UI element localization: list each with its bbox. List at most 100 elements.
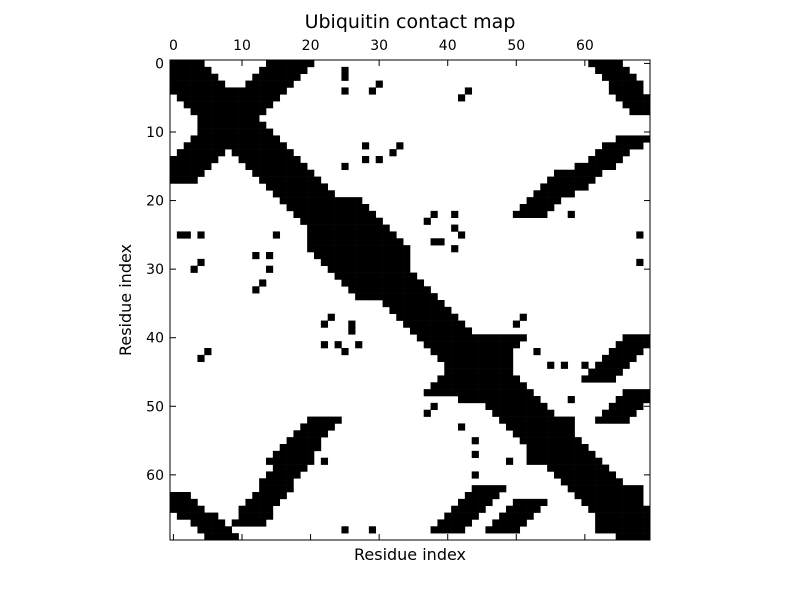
contact-cell: [286, 204, 294, 212]
contact-cell: [245, 512, 253, 520]
contact-cell: [368, 217, 377, 225]
contact-cell: [526, 437, 534, 445]
contact-cell: [197, 258, 205, 267]
contact-cell: [615, 156, 623, 164]
contact-cell: [320, 190, 329, 198]
contact-cell: [259, 87, 267, 95]
contact-cell: [190, 80, 198, 88]
contact-cell: [458, 348, 466, 356]
contact-cell: [560, 423, 569, 431]
contact-cell: [183, 162, 191, 171]
contact-cell: [368, 245, 377, 253]
contact-cell: [629, 519, 637, 527]
contact-cell: [602, 505, 610, 513]
contact-cell: [492, 396, 500, 404]
x-tick-label: 0: [169, 38, 178, 54]
contact-cell: [224, 108, 233, 116]
contact-cell: [485, 382, 493, 390]
contact-cell: [615, 66, 623, 75]
contact-cell: [526, 505, 534, 513]
contact-cell: [245, 121, 253, 129]
contact-cell: [574, 464, 582, 472]
contact-cell: [197, 149, 205, 157]
contact-cell: [560, 430, 569, 438]
contact-cell: [602, 354, 610, 363]
contact-cell: [471, 471, 479, 479]
contact-cell: [170, 169, 178, 177]
contact-cell: [218, 128, 226, 136]
contact-cell: [471, 498, 479, 507]
contact-cell: [382, 279, 390, 287]
contact-cell: [341, 348, 349, 356]
contact-cell: [451, 224, 459, 232]
contact-cell: [375, 272, 383, 280]
contact-cell: [368, 526, 377, 534]
contact-cell: [368, 231, 377, 239]
contact-cell: [595, 60, 603, 68]
contact-cell: [389, 279, 397, 287]
contact-cell: [334, 204, 342, 212]
contact-cell: [170, 156, 178, 164]
contact-cell: [183, 60, 191, 68]
contact-cell: [266, 80, 274, 88]
contact-cell: [451, 512, 459, 520]
contact-cell: [444, 306, 452, 315]
contact-cell: [279, 183, 287, 191]
contact-cell: [622, 389, 630, 397]
contact-cell: [602, 361, 610, 369]
contact-cell: [608, 375, 617, 383]
contact-cell: [183, 94, 191, 102]
contact-cell: [423, 320, 431, 328]
contact-cell: [307, 457, 315, 465]
contact-cell: [259, 94, 267, 102]
contact-cell: [266, 471, 274, 479]
contact-cell: [458, 512, 466, 520]
contact-cell: [615, 478, 623, 486]
contact-cell: [355, 197, 363, 205]
contact-cell: [588, 156, 596, 164]
contact-cell: [368, 272, 377, 280]
contact-cell: [355, 293, 363, 301]
contact-cell: [327, 416, 335, 424]
contact-cell: [334, 272, 342, 280]
contact-cell: [320, 231, 329, 239]
contact-cell: [327, 197, 335, 205]
contact-cell: [581, 485, 589, 493]
contact-cell: [238, 135, 246, 143]
contact-cell: [252, 505, 260, 513]
contact-cell: [204, 114, 212, 123]
contact-cell: [341, 526, 349, 534]
contact-cell: [314, 197, 322, 205]
contact-cell: [293, 430, 301, 438]
contact-cell: [478, 389, 486, 397]
contact-cell: [362, 142, 370, 150]
contact-cell: [636, 348, 644, 356]
contact-cell: [183, 156, 191, 164]
contact-cell: [341, 162, 349, 171]
contact-cell: [245, 519, 253, 527]
contact-cell: [540, 204, 548, 212]
contact-cell: [266, 457, 274, 465]
contact-cell: [506, 512, 514, 520]
contact-cell: [259, 149, 267, 157]
contact-cell: [554, 169, 562, 177]
contact-cell: [588, 162, 596, 171]
contact-cell: [615, 361, 623, 369]
contact-cell: [636, 492, 644, 500]
contact-cell: [375, 80, 383, 88]
contact-cell: [629, 396, 637, 404]
contact-cell: [636, 505, 644, 513]
contact-cell: [176, 498, 185, 507]
contact-cell: [204, 135, 212, 143]
contact-cell: [629, 533, 637, 541]
contact-cell: [423, 313, 431, 321]
contact-cell: [320, 224, 329, 232]
contact-cell: [554, 416, 562, 424]
contact-cell: [499, 361, 507, 369]
contact-cell: [183, 87, 191, 95]
contact-cell: [574, 183, 582, 191]
contact-cell: [286, 80, 294, 88]
contact-cell: [471, 512, 479, 520]
contact-cell: [643, 108, 651, 116]
contact-cell: [478, 396, 486, 404]
